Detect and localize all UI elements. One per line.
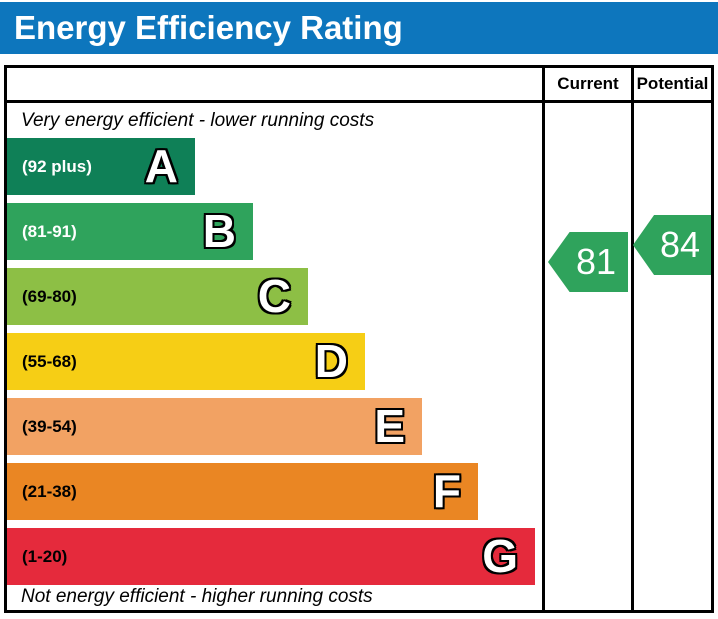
band-d: (55-68) D <box>7 333 365 390</box>
current-rating-value: 81 <box>575 241 617 282</box>
potential-column-header: Potential <box>636 74 709 93</box>
current-column-header: Current <box>557 74 619 93</box>
band-e: (39-54) E <box>7 398 422 455</box>
rating-table: Current Potential Very energy efficient … <box>4 65 714 613</box>
current-rating-arrow: 81 <box>548 232 628 292</box>
band-b-range: (81-91) <box>22 221 77 241</box>
band-e-letter: E <box>374 400 405 452</box>
top-caption: Very energy efficient - lower running co… <box>21 110 375 131</box>
band-g-range: (1-20) <box>22 546 68 566</box>
band-c-letter: C <box>257 270 291 322</box>
band-a-range: (92 plus) <box>22 156 92 176</box>
page-title: Energy Efficiency Rating <box>14 9 403 46</box>
potential-rating-arrow: 84 <box>633 215 711 275</box>
column-divider-current <box>542 68 545 610</box>
band-a: (92 plus) A <box>7 138 195 195</box>
band-d-range: (55-68) <box>22 351 77 371</box>
band-e-range: (39-54) <box>22 416 77 436</box>
band-a-letter: A <box>144 140 178 192</box>
band-b-letter: B <box>202 205 236 257</box>
band-f-range: (21-38) <box>22 481 77 501</box>
band-f-letter: F <box>432 465 461 517</box>
bottom-caption: Not energy efficient - higher running co… <box>21 586 373 607</box>
band-d-letter: D <box>314 335 348 387</box>
header-divider <box>7 100 711 103</box>
potential-rating-value: 84 <box>659 224 701 265</box>
band-f: (21-38) F <box>7 463 478 520</box>
column-divider-potential <box>631 68 634 610</box>
band-c-range: (69-80) <box>22 286 77 306</box>
band-g-letter: G <box>482 530 518 582</box>
title-bar: Energy Efficiency Rating <box>0 2 718 54</box>
band-g: (1-20) G <box>7 528 535 585</box>
band-b: (81-91) B <box>7 203 253 260</box>
band-c: (69-80) C <box>7 268 308 325</box>
